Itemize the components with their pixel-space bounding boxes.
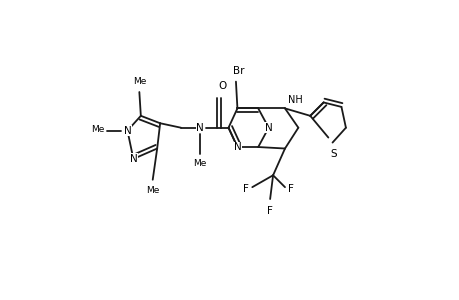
Text: F: F [287,184,293,194]
Text: Me: Me [132,77,146,86]
Text: F: F [267,206,273,217]
Text: N: N [233,142,241,152]
Text: Me: Me [193,159,207,168]
Text: N: N [129,154,137,164]
Text: Br: Br [233,66,244,76]
Text: Me: Me [146,186,159,195]
Text: Me: Me [91,125,104,134]
Text: N: N [196,123,204,133]
Text: N: N [123,126,131,136]
Text: S: S [330,148,336,158]
Text: O: O [218,81,226,92]
Text: NH: NH [287,95,302,105]
Text: N: N [264,123,272,133]
Text: F: F [243,184,249,194]
